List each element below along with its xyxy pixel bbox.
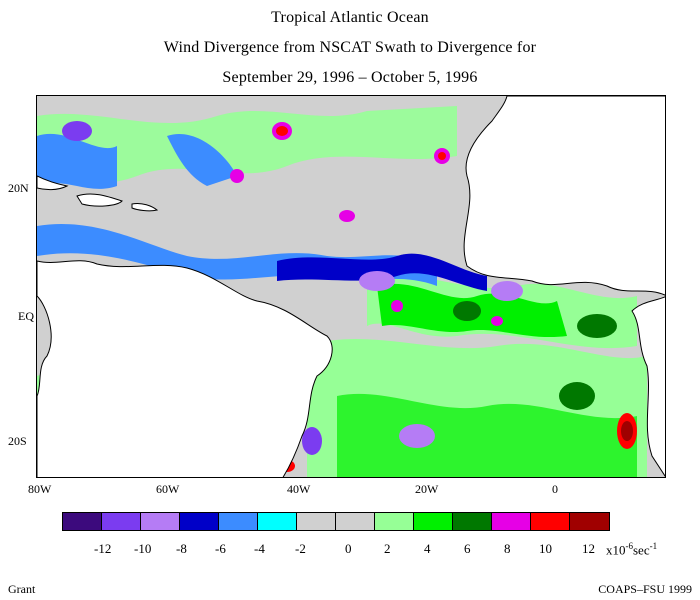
colorbar-tick-label: -12 xyxy=(94,541,112,556)
colorbar-cell xyxy=(453,513,492,530)
units-suffix-exponent: -1 xyxy=(649,541,658,551)
map-plot-area xyxy=(36,95,666,478)
lon-label-60w: 60W xyxy=(156,482,180,496)
units-exponent: -6 xyxy=(625,541,634,551)
colorbar-cell xyxy=(531,513,570,530)
colorbar-cell xyxy=(141,513,180,530)
map-title-line-3: September 29, 1996 – October 5, 1996 xyxy=(222,69,478,86)
colorbar-tick-label: -2 xyxy=(295,541,306,556)
colorbar-cell xyxy=(297,513,336,530)
colorbar-units: x10-6sec-1 xyxy=(606,541,657,558)
colorbar-tick-label: 2 xyxy=(384,541,391,556)
divergence-map xyxy=(37,96,665,477)
colorbar-cell xyxy=(492,513,531,530)
units-base: x10 xyxy=(606,542,626,558)
author-credit: Grant xyxy=(8,582,36,596)
colorbar-tick-label: 8 xyxy=(504,541,511,556)
colorbar-cell xyxy=(570,513,609,530)
lat-label-eq: EQ xyxy=(18,309,34,323)
units-suffix: sec xyxy=(633,542,650,558)
colorbar-tick-label: -4 xyxy=(254,541,265,556)
map-title-line-1: Tropical Atlantic Ocean xyxy=(271,9,429,26)
lon-label-80w: 80W xyxy=(28,482,52,496)
colorbar-tick-label: 12 xyxy=(582,541,595,556)
lon-label-20w: 20W xyxy=(415,482,439,496)
colorbar-tick-label: -10 xyxy=(134,541,152,556)
colorbar-cell xyxy=(414,513,453,530)
colorbar-cell xyxy=(336,513,375,530)
lat-label-20s: 20S xyxy=(8,434,27,448)
colorbar-tick-label: 4 xyxy=(424,541,431,556)
colorbar-cell xyxy=(258,513,297,530)
colorbar-tick-label: 0 xyxy=(345,541,352,556)
colorbar-cell xyxy=(180,513,219,530)
org-credit: COAPS–FSU 1999 xyxy=(598,582,692,596)
colorbar-tick-label: -8 xyxy=(176,541,187,556)
colorbar-tick-label: 10 xyxy=(539,541,552,556)
map-title-line-2: Wind Divergence from NSCAT Swath to Dive… xyxy=(163,39,537,56)
colorbar-cell xyxy=(219,513,258,530)
colorbar-cell xyxy=(63,513,102,530)
colorbar-cell xyxy=(375,513,414,530)
lon-label-40w: 40W xyxy=(287,482,311,496)
lon-label-0: 0 xyxy=(552,482,558,496)
colorbar-tick-label: 6 xyxy=(464,541,471,556)
colorbar-cell xyxy=(102,513,141,530)
land xyxy=(37,96,665,477)
colorbar xyxy=(62,512,610,531)
colorbar-tick-label: -6 xyxy=(215,541,226,556)
lat-label-20n: 20N xyxy=(8,181,29,195)
